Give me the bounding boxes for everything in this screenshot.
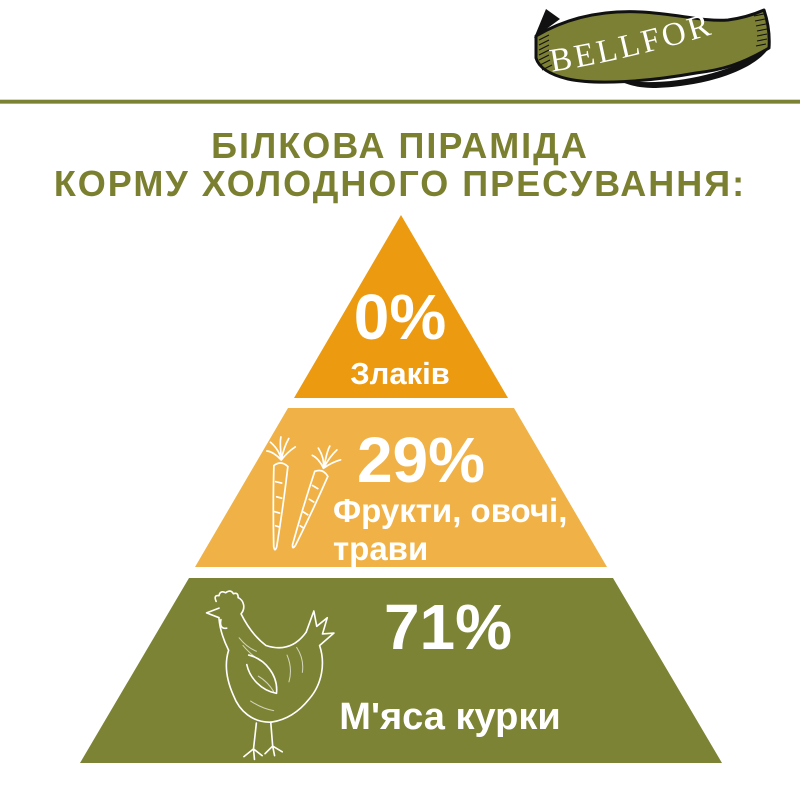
chicken-icon	[205, 590, 335, 761]
tier3-label: М'яса курки	[339, 696, 561, 738]
ribbon-hatch-left	[538, 34, 553, 71]
page-title-line1: БІЛКОВА ПІРАМІДА	[211, 125, 589, 166]
ribbon-shadow	[618, 48, 769, 88]
ribbon-fold	[534, 9, 560, 38]
tier2-label-line1: Фрукти, овочі,	[333, 492, 568, 529]
ribbon-body	[534, 8, 771, 84]
page-title: БІЛКОВА ПІРАМІДА КОРМУ ХОЛОДНОГО ПРЕСУВА…	[0, 127, 800, 203]
brand-logo: BELLFOR	[534, 6, 771, 88]
ribbon-hatch-right	[753, 13, 768, 47]
carrots-icon	[266, 436, 342, 551]
tier3-percentage: 71%	[383, 591, 513, 663]
tier1-label: Злаків	[350, 356, 450, 391]
page-title-line2: КОРМУ ХОЛОДНОГО ПРЕСУВАННЯ:	[53, 163, 747, 204]
tier2-percentage: 29%	[356, 424, 486, 496]
tier2-label-line2: трави	[333, 530, 429, 567]
header-divider	[0, 99, 800, 104]
tier2-label: Фрукти, овочі, трави	[333, 492, 603, 568]
tier1-percentage: 0%	[353, 281, 447, 353]
pyramid-tier-chicken	[80, 578, 722, 763]
